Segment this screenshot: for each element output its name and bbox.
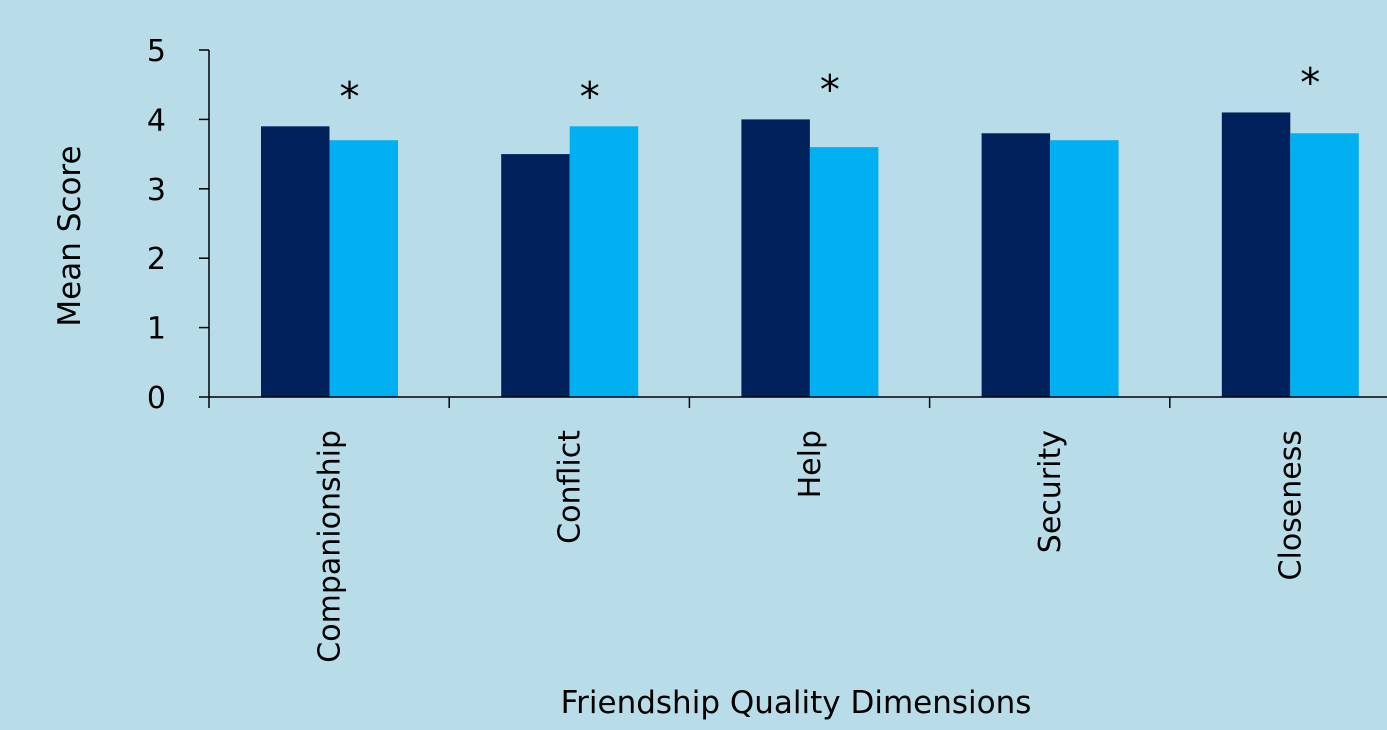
y-axis-title: Mean Score	[52, 145, 88, 326]
bar-conflict-series-1	[501, 154, 570, 397]
significance-star-conflict: *	[580, 74, 600, 120]
labels-layer: 0 1 2 3 4 5 Companionship Conflict Help Security C…	[147, 34, 1320, 663]
y-tick-label: 1	[147, 312, 166, 347]
bar-help-series-2	[809, 147, 879, 397]
x-tick-label-help: Help	[793, 430, 828, 498]
x-tick-label-conflict: Conflict	[553, 430, 588, 544]
y-tick-label: 4	[147, 103, 166, 138]
axes-layer	[199, 49, 1387, 408]
bar-help-series-1	[741, 119, 810, 398]
bar-closeness-series-2	[1290, 133, 1359, 397]
x-tick-label-closeness: Closeness	[1273, 430, 1308, 580]
bar-closeness-series-1	[1221, 112, 1291, 398]
bars-layer	[261, 112, 1359, 398]
y-tick-label: 0	[147, 381, 166, 416]
significance-star-closeness: *	[1300, 60, 1320, 106]
bar-conflict-series-2	[569, 126, 639, 397]
bar-companionship-series-2	[329, 140, 398, 397]
x-tick-label-companionship: Companionship	[313, 430, 348, 663]
x-axis-title: Friendship Quality Dimensions	[561, 685, 1032, 721]
significance-star-help: *	[820, 67, 840, 113]
y-tick-label: 5	[147, 34, 166, 69]
significance-star-companionship: *	[340, 74, 360, 120]
bar-security-series-1	[981, 133, 1051, 397]
y-tick-label: 2	[147, 242, 166, 277]
y-tick-label: 3	[147, 173, 166, 208]
x-tick-label-security: Security	[1033, 430, 1068, 553]
bar-security-series-2	[1050, 140, 1119, 397]
bar-companionship-series-1	[261, 126, 330, 397]
